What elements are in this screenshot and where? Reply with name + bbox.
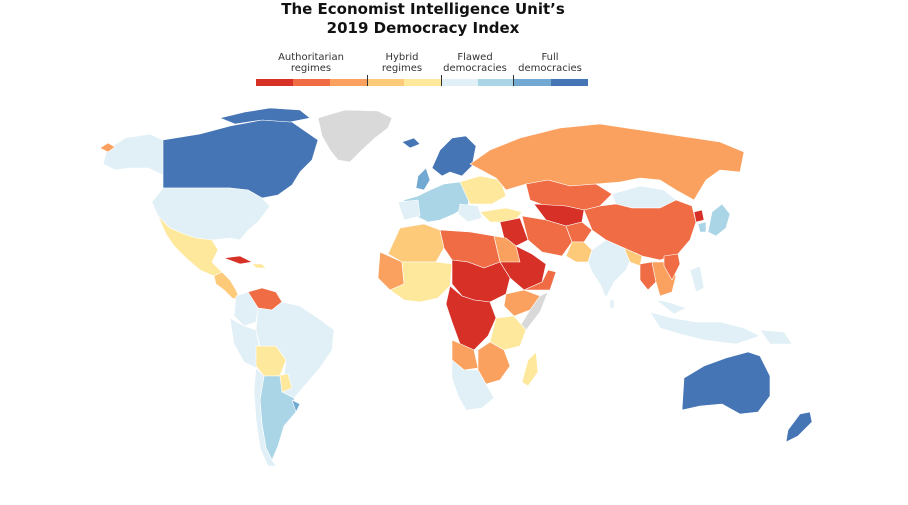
southern-africa (451, 359, 495, 411)
caribbean (251, 263, 267, 269)
philippines (689, 265, 705, 293)
yemen-oman (523, 269, 557, 291)
legend-swatch-9 (551, 79, 588, 86)
legend-swatch-5 (404, 79, 441, 86)
afghanistan (565, 221, 593, 243)
south-korea (697, 221, 707, 233)
greenland (317, 109, 393, 163)
legend-swatch-8 (514, 79, 551, 86)
balkans (457, 203, 483, 223)
alaska (102, 133, 164, 176)
india (587, 239, 633, 299)
iran (521, 215, 573, 257)
sri-lanka (609, 299, 615, 309)
vietnam (663, 253, 681, 281)
legend-label-flawed: Flawed democracies (443, 52, 507, 74)
legend-label-authoritarian: Authoritarian regimes (278, 52, 344, 74)
japan (707, 203, 731, 237)
legend-color-bar (256, 79, 588, 86)
angola (451, 339, 479, 371)
indonesia (649, 311, 761, 345)
aleutians (99, 142, 116, 153)
russia (469, 123, 745, 201)
mexico (157, 215, 223, 277)
legend-tick-3 (513, 75, 514, 86)
cuba (223, 255, 253, 265)
chile (253, 367, 277, 467)
legend-swatch-1 (256, 79, 293, 86)
iceland (401, 137, 421, 149)
eastern-europe (459, 175, 507, 205)
legend-swatch-7 (478, 79, 514, 86)
iberia (397, 199, 421, 221)
canadian-islands (219, 107, 311, 125)
madagascar (521, 351, 539, 387)
west-africa (389, 261, 453, 303)
legend-swatch-6 (441, 79, 478, 86)
algeria-libya (439, 229, 501, 269)
uruguay (291, 399, 301, 413)
north-africa-west (387, 223, 445, 263)
scandinavia (431, 135, 477, 177)
north-korea (693, 209, 705, 223)
title-line-2: 2019 Democracy Index (326, 19, 520, 37)
uk (415, 167, 431, 191)
title-line-1: The Economist Intelligence Unit’s (281, 0, 565, 18)
brazil (255, 301, 335, 399)
new-zealand (785, 411, 813, 443)
legend-tick-2 (441, 75, 442, 86)
myanmar (639, 261, 657, 291)
legend-tick-1 (367, 75, 368, 86)
legend-labels: Authoritarian regimes Hybrid regimes Fla… (256, 52, 588, 78)
egypt (493, 235, 521, 263)
legend-swatch-4 (367, 79, 404, 86)
turkey (479, 207, 523, 223)
legend-label-hybrid: Hybrid regimes (381, 52, 423, 74)
canada (162, 119, 319, 199)
australia (681, 351, 771, 415)
malaysia (655, 299, 687, 315)
map-title: The Economist Intelligence Unit’s 2019 D… (0, 0, 846, 38)
papua (759, 329, 793, 345)
central-africa (445, 285, 497, 351)
legend-swatch-3 (330, 79, 367, 86)
legend-swatch-2 (293, 79, 330, 86)
legend-label-full: Full democracies (518, 52, 582, 74)
colombia (233, 291, 259, 327)
